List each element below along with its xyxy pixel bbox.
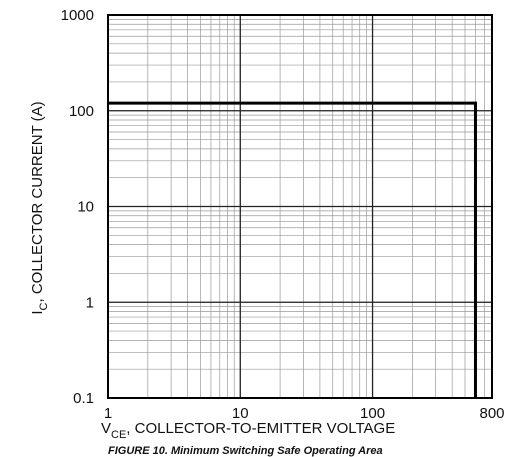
x-label-main: V [101,420,111,437]
y-tick-label: 1000 [61,7,94,24]
y-tick-label: 100 [69,103,94,120]
x-tick-label: 10 [232,405,249,422]
x-axis-label: VCE, COLLECTOR-TO-EMITTER VOLTAGE [101,420,395,441]
plot-frame [107,14,493,399]
x-label-sub: CE [111,429,126,441]
y-tick-label: 0.1 [73,390,94,407]
x-tick-label: 1 [104,405,112,422]
caption: FIGURE 10. Minimum Switching Safe Operat… [108,445,383,457]
x-label-rest: , COLLECTOR-TO-EMITTER VOLTAGE [126,420,395,437]
line [108,101,477,398]
y-label-rest: , COLLECTOR CURRENT (A) [29,101,46,302]
x-tick-label: 800 [479,405,504,422]
x-tick-label: 100 [360,405,385,422]
y-label-main: I [29,310,46,314]
y-tick-label: 10 [77,199,94,216]
y-tick-label: 1 [86,294,94,311]
y-axis-label: IC, COLLECTOR CURRENT (A) [29,101,50,314]
y-label-sub: C [38,302,50,310]
